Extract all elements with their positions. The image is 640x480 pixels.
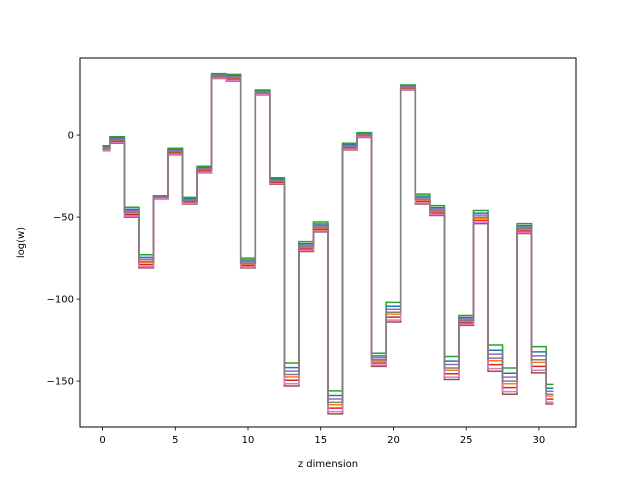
x-axis-label: z dimension xyxy=(298,459,358,470)
y-axis-label: log(w) xyxy=(16,227,27,258)
x-tick-label: 30 xyxy=(533,435,546,446)
series-layer xyxy=(102,72,554,415)
x-axis: 0 5 10 15 20 25 30 xyxy=(99,427,545,446)
y-tick-label: 0 xyxy=(68,131,74,142)
x-tick-label: 15 xyxy=(314,435,327,446)
x-tick-label: 0 xyxy=(99,435,105,446)
x-tick-label: 20 xyxy=(387,435,400,446)
x-tick-label: 10 xyxy=(242,435,255,446)
y-axis: −150 −100 −50 0 xyxy=(47,131,80,388)
y-tick-label: −50 xyxy=(53,213,74,224)
x-tick-label: 5 xyxy=(172,435,178,446)
series-line-8 xyxy=(102,75,554,404)
y-tick-label: −100 xyxy=(47,295,74,306)
y-tick-label: −150 xyxy=(47,377,74,388)
x-tick-label: 25 xyxy=(460,435,473,446)
plot-frame xyxy=(79,57,577,428)
